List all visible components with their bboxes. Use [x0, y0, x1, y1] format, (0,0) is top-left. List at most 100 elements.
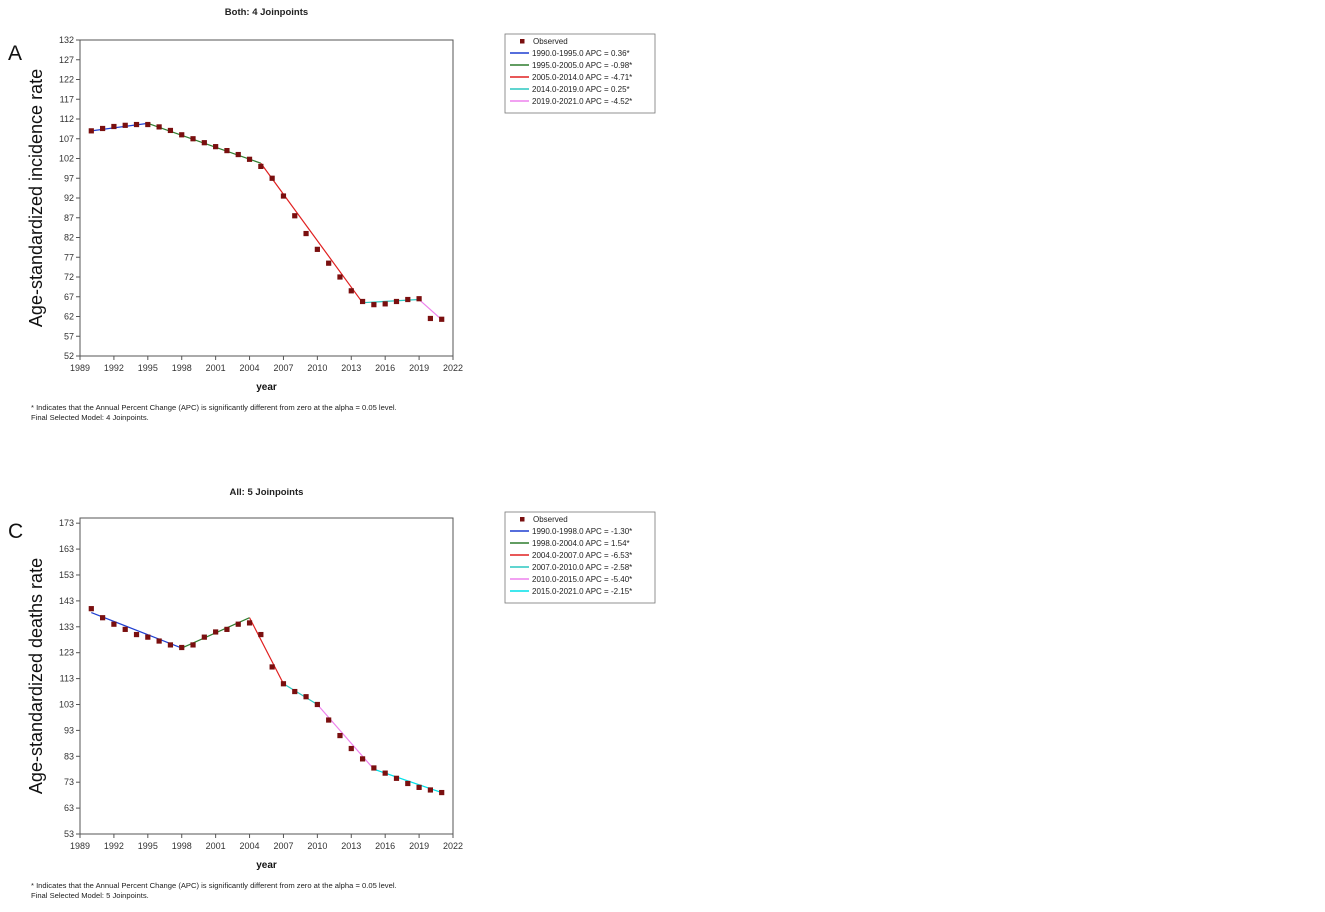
observed-point — [269, 664, 275, 670]
observed-point — [235, 151, 241, 158]
y-axis-label: Age-standardized deaths rate — [26, 558, 46, 794]
observed-point — [122, 626, 128, 632]
y-axis-label: Age-standardized incidence rate — [26, 69, 46, 327]
x-tick-label: 1989 — [70, 841, 90, 851]
y-tick-label: 73 — [64, 777, 74, 787]
legend-entry: 1998.0-2004.0 APC = 1.54* — [532, 539, 630, 548]
y-tick-label: 143 — [59, 596, 74, 606]
y-tick-label: 102 — [59, 154, 74, 164]
observed-point — [439, 316, 445, 322]
x-tick-label: 2022 — [443, 841, 463, 851]
x-tick-label: 1998 — [172, 363, 192, 373]
x-tick-label: 1992 — [104, 841, 124, 851]
chart-title: All: 5 Joinpoints — [230, 487, 304, 498]
observed-point — [167, 642, 174, 648]
y-tick-label: 72 — [64, 272, 74, 282]
y-tick-label: 87 — [64, 213, 74, 223]
y-tick-label: 103 — [59, 699, 74, 709]
x-tick-label: 2010 — [307, 841, 327, 851]
observed-point — [359, 298, 366, 305]
y-tick-label: 132 — [59, 35, 74, 45]
y-tick-label: 127 — [59, 55, 74, 65]
observed-point — [371, 765, 377, 771]
observed-point — [88, 128, 94, 134]
chart-title: Both: 4 Joinpoints — [225, 7, 308, 18]
legend-entry: 1995.0-2005.0 APC = -0.98* — [532, 61, 632, 70]
observed-point — [213, 629, 219, 635]
panel-C: C All: 5 Joinpoints 53 63 73 83 93 103 113 123 133… — [8, 487, 656, 900]
observed-point — [224, 626, 230, 632]
y-tick-label: 97 — [64, 173, 74, 183]
observed-point — [145, 121, 151, 128]
observed-point — [133, 631, 140, 638]
y-tick-label: 92 — [64, 193, 74, 203]
y-tick-label: 82 — [64, 233, 74, 243]
legend: Observed 1990.0-1995.0 APC = 0.36* 1995.0-… — [504, 33, 656, 114]
y-tick-label: 122 — [59, 75, 74, 85]
x-tick-label: 1998 — [172, 841, 192, 851]
footnote-model: Final Selected Model: 4 Joinpoints. — [31, 413, 149, 422]
footnote-apc: * Indicates that the Annual Percent Chan… — [31, 403, 397, 412]
observed-point — [359, 756, 366, 762]
observed-point — [269, 175, 275, 181]
observed-point — [122, 122, 128, 128]
observed-point — [179, 132, 185, 138]
legend-entry: 2014.0-2019.0 APC = 0.25* — [532, 85, 630, 94]
observed-point — [201, 634, 207, 640]
observed-point — [213, 144, 219, 150]
observed-point — [201, 140, 207, 146]
panel-A: A Both: 4 Joinpoints 52 57 62 67 72 77 82 87 92 97 1… — [8, 7, 656, 422]
observed-point — [280, 193, 287, 199]
y-tick-label: 107 — [59, 134, 74, 144]
observed-point — [337, 732, 343, 739]
observed-point — [348, 745, 354, 752]
observed-point — [111, 123, 117, 130]
legend-entry: 2004.0-2007.0 APC = -6.53* — [532, 551, 632, 560]
observed-point — [326, 260, 332, 266]
observed-point — [88, 606, 94, 612]
plot-area — [79, 39, 454, 357]
fitted-segment-4 — [283, 683, 318, 706]
observed-point — [246, 620, 253, 626]
legend: Observed 1990.0-1998.0 APC = -1.30* 1998.0… — [504, 511, 656, 604]
observed-point — [190, 642, 196, 648]
legend-observed-label: Observed — [533, 37, 568, 46]
x-tick-label: 2013 — [341, 841, 361, 851]
fitted-segment-3 — [249, 617, 284, 685]
x-tick-label: 2022 — [443, 363, 463, 373]
x-tick-label: 2004 — [240, 841, 260, 851]
panel-letter: C — [8, 520, 23, 543]
x-tick-label: 1989 — [70, 363, 90, 373]
footnote-model: Final Selected Model: 5 Joinpoints. — [31, 891, 149, 900]
x-tick-label: 2004 — [240, 363, 260, 373]
x-axis-label: year — [256, 382, 277, 393]
observed-point — [156, 124, 162, 130]
panel-letter: A — [8, 42, 22, 65]
x-tick-label: 2007 — [273, 841, 293, 851]
legend-entry: 2019.0-2021.0 APC = -4.52* — [532, 97, 632, 106]
legend-box — [504, 511, 656, 604]
observed-point — [258, 631, 264, 638]
y-tick-label: 153 — [59, 570, 74, 580]
x-tick-label: 2010 — [307, 363, 327, 373]
observed-point — [145, 634, 151, 640]
x-tick-label: 2007 — [273, 363, 293, 373]
y-tick-label: 53 — [64, 829, 74, 839]
observed-point — [133, 121, 140, 128]
x-tick-label: 1995 — [138, 841, 158, 851]
observed-point — [235, 621, 241, 627]
observed-point — [179, 644, 185, 651]
x-tick-label: 2001 — [206, 363, 226, 373]
legend-observed-label: Observed — [533, 515, 568, 524]
legend-entry: 2005.0-2014.0 APC = -4.71* — [532, 73, 632, 82]
y-tick-label: 63 — [64, 803, 74, 813]
observed-point — [292, 213, 298, 219]
x-tick-label: 2019 — [409, 363, 429, 373]
x-tick-label: 2019 — [409, 841, 429, 851]
y-tick-label: 133 — [59, 622, 74, 632]
observed-point — [246, 156, 253, 162]
legend-observed-marker — [520, 517, 525, 522]
observed-point — [382, 301, 388, 307]
legend-box — [504, 33, 656, 114]
observed-point — [348, 288, 354, 294]
